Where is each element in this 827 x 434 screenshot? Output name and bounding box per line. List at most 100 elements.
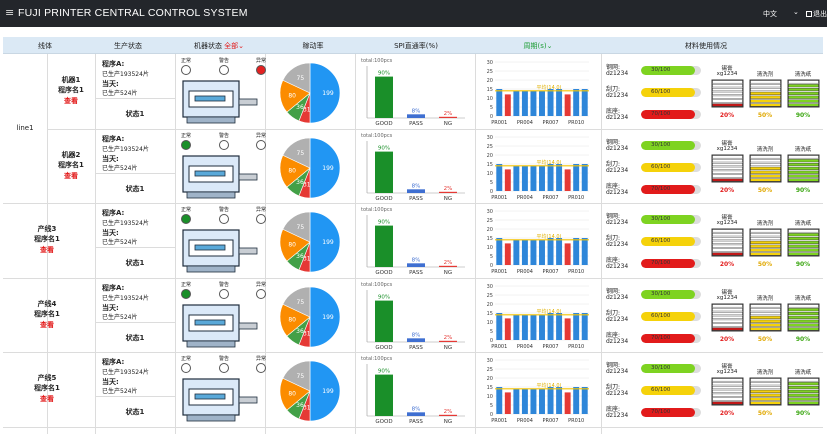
cycle-x-tick: PR010 — [568, 120, 584, 126]
status-light-warning — [219, 363, 229, 373]
today-produced: 已生产524片 — [102, 239, 138, 246]
spi-bar — [375, 76, 393, 118]
language-select[interactable]: 中文 — [763, 10, 777, 18]
container-segment — [750, 166, 781, 170]
material-name: 钢网: — [606, 287, 621, 295]
pie-slice — [309, 137, 341, 198]
material-id: dz1234 — [606, 188, 629, 196]
pie-slice-label: 75 — [297, 75, 305, 82]
cycle-y-tick: 10 — [487, 171, 493, 177]
cycle-y-tick: 30 — [487, 284, 493, 290]
col-cycle[interactable]: 周期(s)⌄ — [524, 41, 553, 51]
chevron-down-icon[interactable]: ⌄ — [546, 42, 553, 50]
today-label: 当天: — [102, 80, 119, 88]
material-progress-label: 70/100 — [651, 111, 671, 117]
container-segment — [750, 378, 781, 382]
material-id: dz1234 — [606, 166, 629, 174]
container-segment — [712, 378, 743, 382]
material-container-gauge — [749, 79, 782, 108]
spi-bar-label: GOOD — [375, 196, 392, 202]
cycle-bar — [513, 165, 520, 191]
spi-bar-label: NG — [444, 196, 452, 202]
printer-machine-icon — [182, 154, 258, 198]
cycle-x-tick: PR001 — [491, 120, 507, 126]
printer-conveyor — [238, 247, 258, 255]
status-light-error — [256, 139, 266, 150]
material-progress-label: 30/100 — [651, 67, 671, 73]
pie-slice-label: 36 — [296, 178, 304, 185]
container-name: 清洗剂 — [756, 221, 774, 227]
material-name: 刮刀: — [606, 86, 621, 93]
view-link[interactable]: 查看 — [64, 171, 78, 180]
container-segment — [712, 397, 743, 401]
container-segment — [712, 252, 743, 256]
container-segment — [750, 237, 781, 241]
line-name: line1 — [16, 123, 34, 132]
spi-bar — [375, 151, 393, 193]
container-segment — [788, 393, 819, 397]
spi-bar-chart: 90% GOOD 8% PASS 2% NG — [366, 140, 465, 202]
cycle-y-tick: 10 — [487, 96, 493, 102]
view-link[interactable]: 查看 — [40, 395, 54, 403]
material-progress-bar: 30/100 — [641, 215, 701, 224]
pie-slice-label: 36 — [296, 104, 304, 111]
cycle-bar — [539, 314, 545, 340]
spi-bar — [439, 265, 457, 267]
container-segment — [750, 382, 781, 386]
today-produced: 已生产524片 — [102, 388, 138, 395]
production-state: 状态1 — [125, 333, 145, 342]
container-segment — [712, 315, 743, 319]
container-percent: 20% — [719, 112, 735, 119]
cycle-y-tick: 10 — [487, 394, 493, 400]
col-machine-status[interactable]: 机器状态 全部⌄ — [194, 41, 244, 51]
view-link[interactable]: 查看 — [64, 97, 78, 105]
spi-bar — [407, 337, 425, 342]
status-label-error: 异常 — [255, 356, 267, 362]
chevron-down-icon[interactable]: ⌄ — [238, 42, 245, 50]
status-light-normal — [181, 214, 191, 224]
status-label-warning: 警告 — [218, 281, 230, 288]
cycle-bar-chart: 30 25 20 15 10 5 0 平均(14.0) PR001 PR004 PR007 PR010 — [487, 60, 589, 126]
material-id: dz1234 — [606, 293, 629, 301]
container-segment — [788, 174, 819, 178]
container-segment — [788, 323, 819, 327]
material-id: dz1234 — [606, 315, 629, 323]
container-segment — [750, 319, 781, 323]
container-segment — [750, 244, 781, 248]
container-segment — [750, 326, 781, 330]
production-state: 状态1 — [125, 259, 145, 267]
column-divider — [95, 54, 96, 434]
material-name: 钢网: — [606, 64, 621, 71]
container-name: 清洗剂 — [756, 146, 774, 153]
production-divider — [95, 247, 175, 248]
logout-button[interactable]: 退出 — [806, 9, 827, 19]
program-name: 程序名1 — [34, 384, 60, 392]
chevron-down-icon[interactable]: ⌄ — [793, 8, 799, 16]
production-divider — [95, 98, 175, 99]
status-label-normal: 正常 — [180, 356, 192, 362]
container-segment — [712, 158, 743, 162]
status-filter[interactable]: 全部 — [224, 42, 239, 50]
material-progress-fill — [641, 408, 695, 417]
container-segment — [712, 401, 743, 405]
menu-icon[interactable]: ≡ — [5, 6, 15, 19]
material-progress-label: 30/100 — [651, 216, 671, 222]
printer-machine-icon — [182, 80, 258, 124]
printer-conveyor — [238, 322, 258, 329]
container-segment — [712, 84, 743, 88]
cycle-x-tick: PR001 — [491, 269, 507, 275]
status-label-error: 异常 — [255, 207, 267, 213]
spi-total-label: total:100pcs — [361, 356, 393, 362]
container-id: xg1234 — [716, 145, 738, 152]
container-percent: 90% — [795, 335, 811, 343]
spi-bar-value: 90% — [378, 369, 390, 375]
cycle-bar — [581, 163, 588, 191]
view-link[interactable]: 查看 — [40, 246, 54, 254]
material-container-gauge — [787, 154, 820, 182]
view-link[interactable]: 查看 — [40, 320, 54, 329]
container-segment — [712, 311, 743, 315]
container-segment — [712, 154, 743, 158]
cycle-x-tick: PR010 — [568, 344, 584, 350]
program-label: 程序A: — [102, 358, 125, 366]
pie-slice-label: 199 — [322, 239, 334, 246]
